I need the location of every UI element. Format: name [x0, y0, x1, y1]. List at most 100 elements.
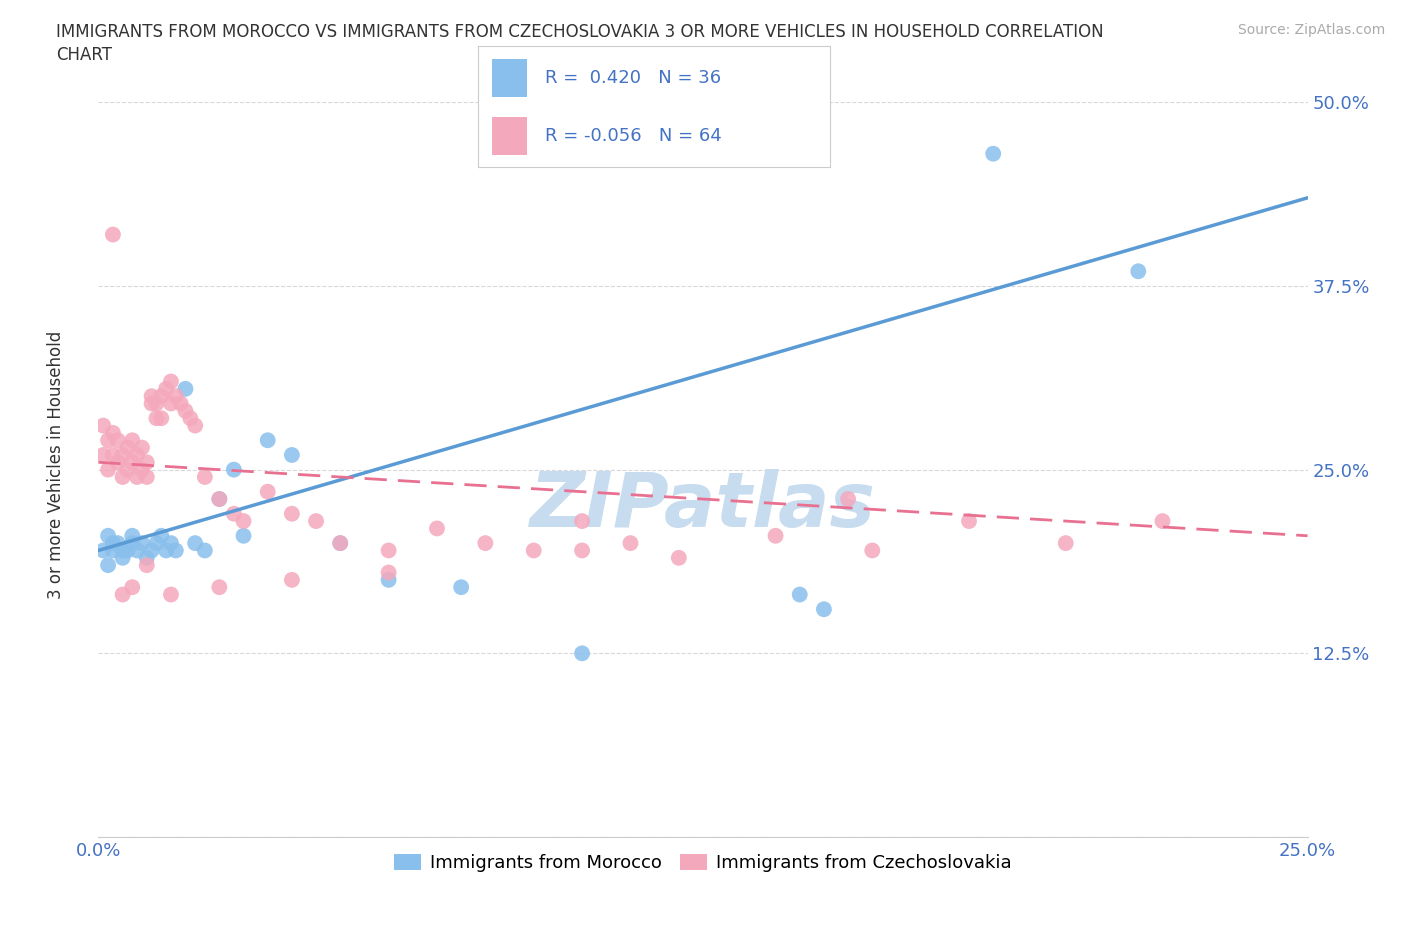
Point: [145, 396, 167, 411]
Point: [150, 528, 173, 543]
Point: [135, 455, 157, 470]
Point: [101, 227, 124, 242]
Point: [957, 513, 980, 528]
Point: [91, 543, 114, 558]
Point: [222, 506, 245, 521]
FancyBboxPatch shape: [492, 59, 527, 98]
Point: [837, 492, 859, 507]
Point: [619, 536, 641, 551]
Point: [150, 389, 173, 404]
Point: [135, 558, 157, 573]
Text: ZIPatlas: ZIPatlas: [530, 470, 876, 543]
Point: [127, 470, 149, 485]
Point: [131, 462, 153, 477]
Point: [184, 536, 207, 551]
Point: [101, 447, 124, 462]
Point: [1152, 513, 1174, 528]
Point: [107, 432, 129, 447]
Point: [117, 543, 139, 558]
Point: [121, 432, 143, 447]
Point: [523, 543, 546, 558]
Point: [232, 528, 254, 543]
Point: [377, 565, 399, 580]
Point: [571, 543, 593, 558]
Point: [121, 455, 143, 470]
Point: [160, 374, 183, 389]
Point: [174, 404, 197, 418]
Point: [377, 543, 399, 558]
Point: [165, 543, 187, 558]
Text: Source: ZipAtlas.com: Source: ZipAtlas.com: [1237, 23, 1385, 37]
Point: [101, 536, 124, 551]
Point: [305, 513, 328, 528]
Point: [145, 536, 167, 551]
Point: [194, 543, 217, 558]
Point: [179, 411, 201, 426]
Point: [111, 470, 134, 485]
Point: [97, 528, 120, 543]
Point: [450, 579, 472, 594]
Point: [281, 506, 304, 521]
Point: [981, 146, 1004, 161]
Point: [860, 543, 883, 558]
Point: [160, 536, 183, 551]
Point: [281, 447, 304, 462]
Point: [329, 536, 352, 551]
FancyBboxPatch shape: [492, 116, 527, 155]
Text: 3 or more Vehicles in Household: 3 or more Vehicles in Household: [48, 331, 65, 599]
Point: [222, 462, 245, 477]
Point: [135, 470, 157, 485]
Text: R = -0.056   N = 64: R = -0.056 N = 64: [546, 127, 721, 145]
Point: [127, 447, 149, 462]
Point: [208, 492, 231, 507]
Point: [111, 551, 134, 565]
Point: [1128, 264, 1150, 279]
Point: [155, 543, 177, 558]
Point: [160, 396, 183, 411]
Text: CHART: CHART: [56, 46, 112, 64]
Point: [281, 573, 304, 588]
Point: [169, 396, 191, 411]
Point: [232, 513, 254, 528]
Point: [97, 432, 120, 447]
Point: [571, 646, 593, 661]
Point: [1054, 536, 1077, 551]
Point: [91, 447, 114, 462]
Point: [127, 543, 149, 558]
Point: [117, 462, 139, 477]
Point: [155, 381, 177, 396]
Point: [111, 587, 134, 602]
Text: R =  0.420   N = 36: R = 0.420 N = 36: [546, 69, 721, 86]
Point: [141, 396, 163, 411]
Point: [101, 543, 124, 558]
Point: [571, 513, 593, 528]
Point: [194, 470, 217, 485]
Point: [150, 411, 173, 426]
Point: [145, 411, 167, 426]
Point: [256, 432, 278, 447]
Point: [101, 426, 124, 441]
Point: [256, 485, 278, 499]
Point: [117, 440, 139, 455]
Point: [97, 462, 120, 477]
Point: [174, 381, 197, 396]
Point: [135, 551, 157, 565]
Point: [208, 492, 231, 507]
Point: [668, 551, 690, 565]
Point: [160, 587, 183, 602]
Point: [141, 389, 163, 404]
Point: [208, 579, 231, 594]
Point: [111, 447, 134, 462]
Point: [111, 543, 134, 558]
Point: [97, 558, 120, 573]
Legend: Immigrants from Morocco, Immigrants from Czechoslovakia: Immigrants from Morocco, Immigrants from…: [387, 846, 1019, 880]
Point: [789, 587, 811, 602]
Point: [377, 573, 399, 588]
Point: [329, 536, 352, 551]
Point: [184, 418, 207, 433]
Point: [813, 602, 835, 617]
Point: [474, 536, 496, 551]
Point: [426, 521, 449, 536]
Point: [121, 536, 143, 551]
Point: [165, 389, 187, 404]
